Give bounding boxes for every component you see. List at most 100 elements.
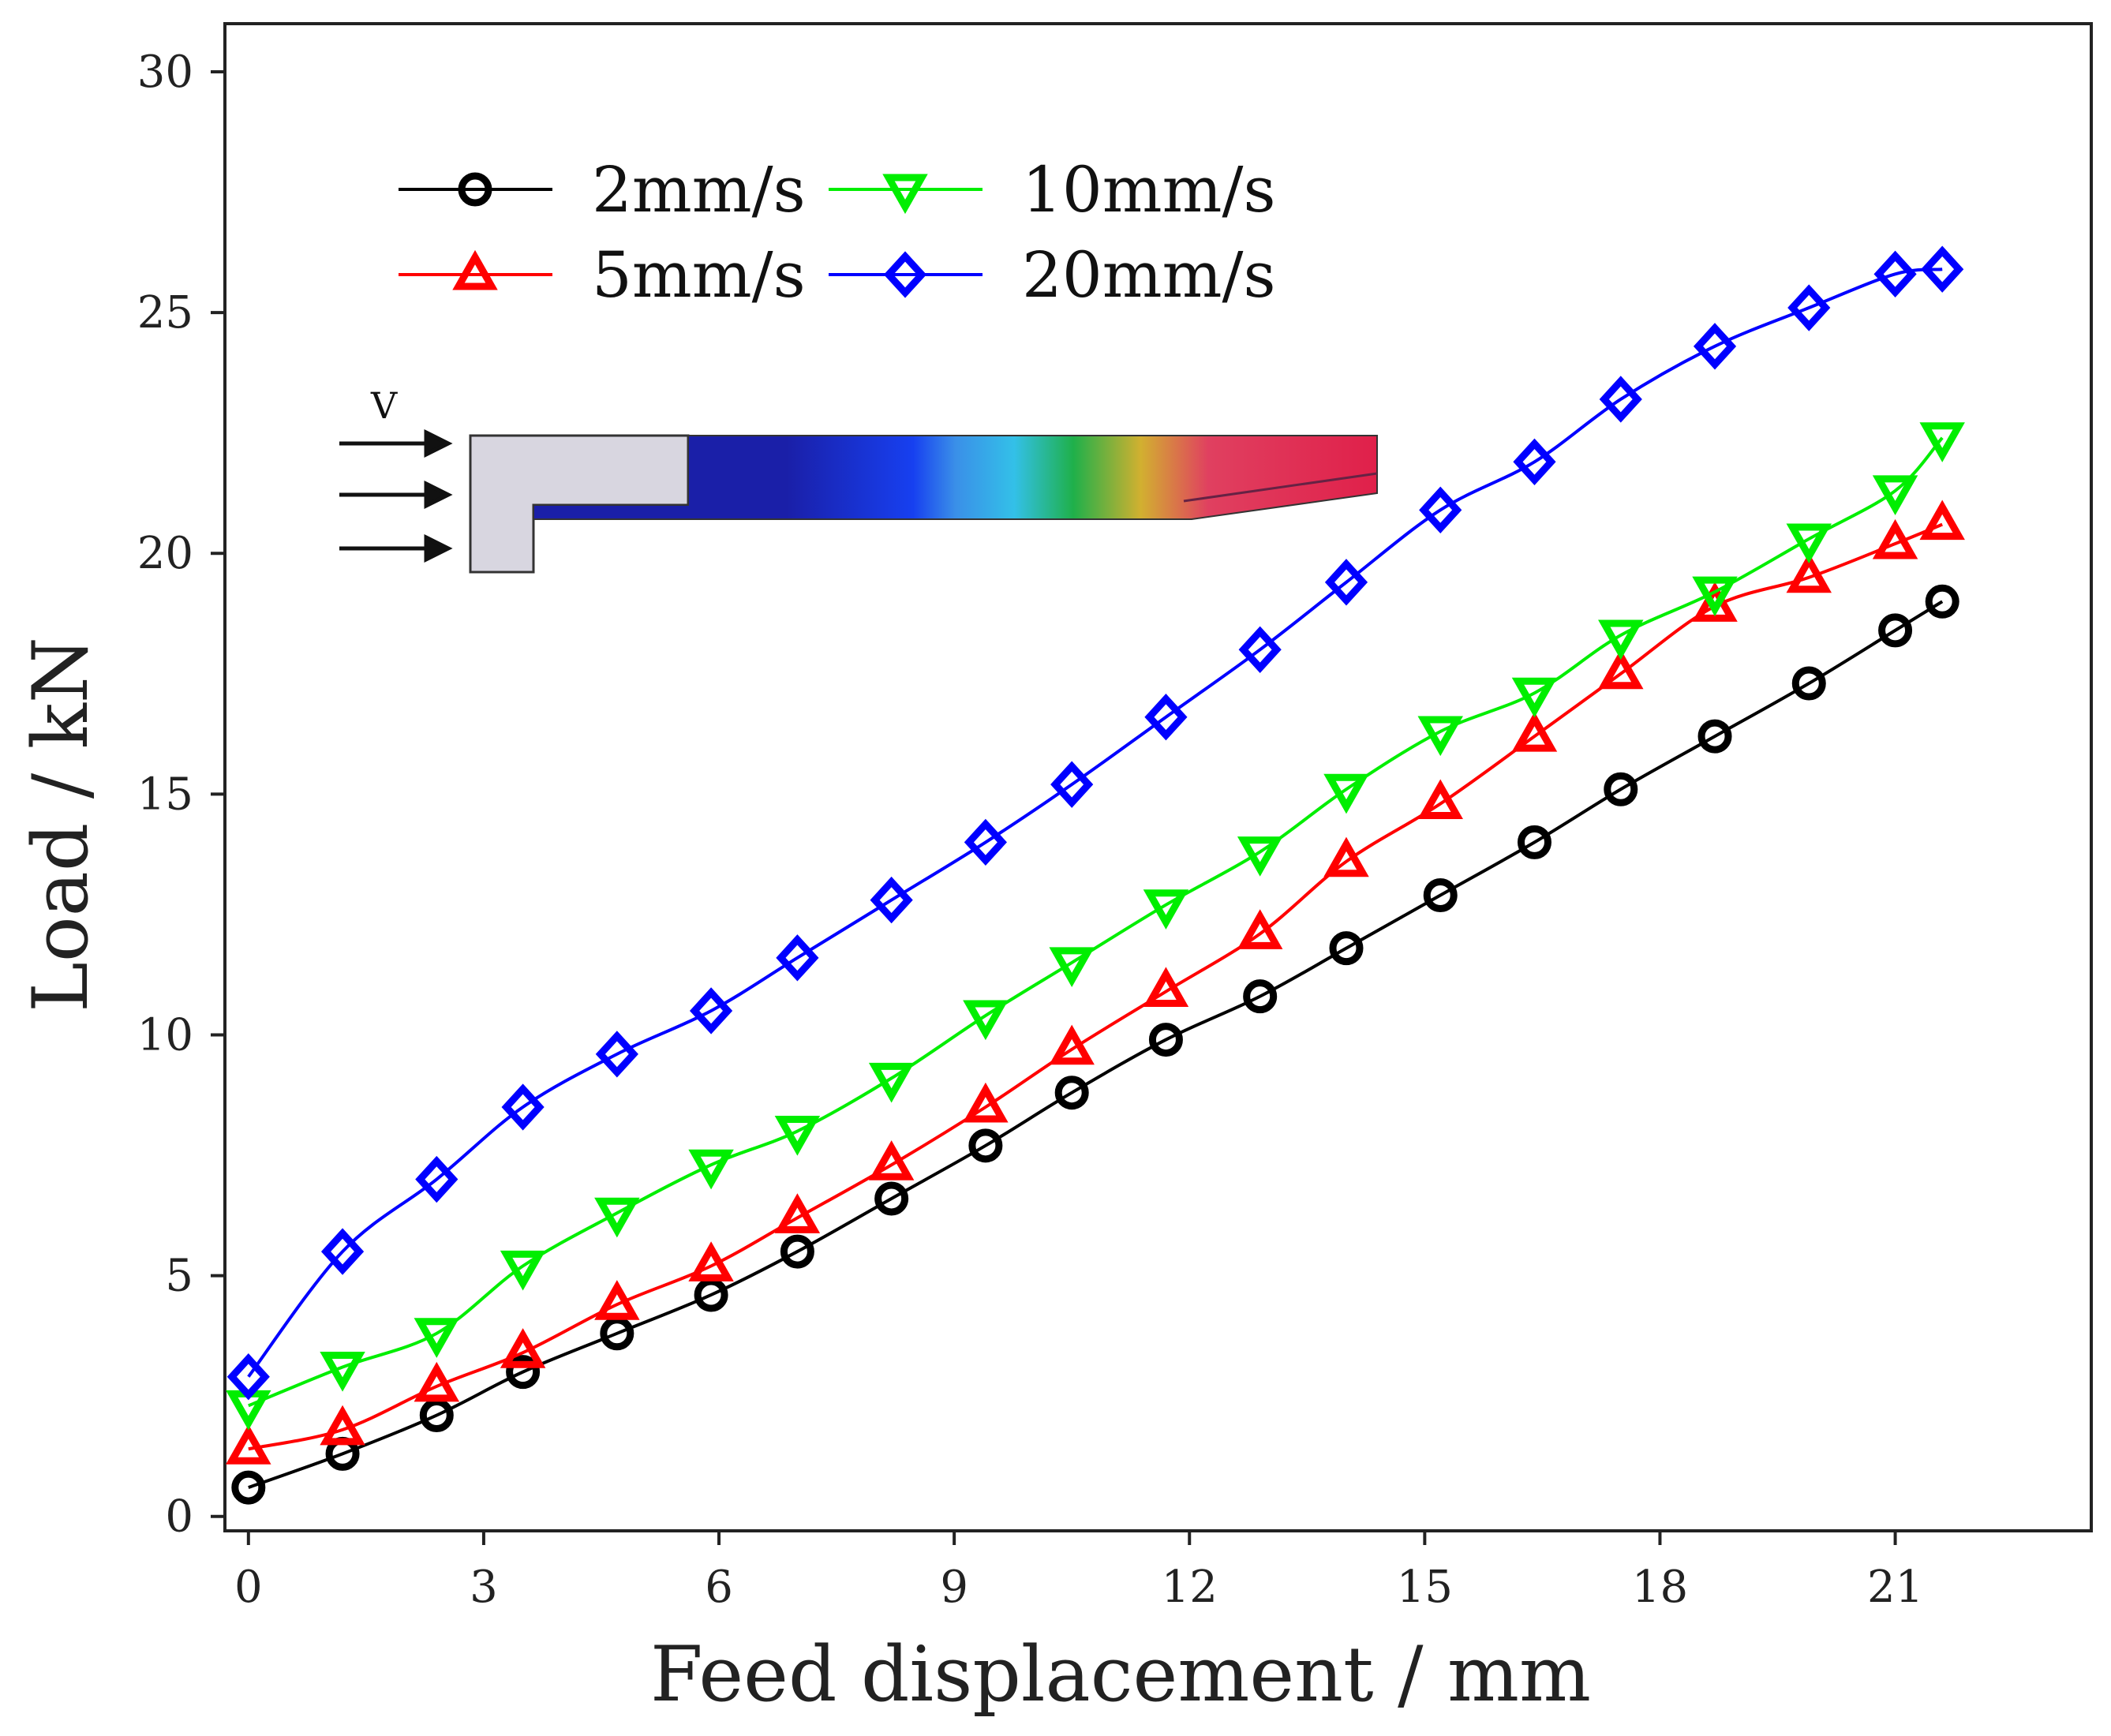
legend-item: 10mm/s xyxy=(829,153,1276,226)
inset-die xyxy=(469,434,690,574)
data-point xyxy=(414,1318,460,1358)
data-point xyxy=(964,818,1007,866)
legend-marker xyxy=(882,174,928,215)
legend-label: 2mm/s xyxy=(592,153,806,226)
legend-marker xyxy=(883,251,927,298)
x-tick-label: 9 xyxy=(940,1562,968,1613)
data-point xyxy=(1604,772,1638,806)
data-point xyxy=(688,1241,734,1281)
series-line xyxy=(248,600,1944,1489)
x-tick-label: 15 xyxy=(1397,1562,1453,1613)
data-point xyxy=(1692,576,1738,617)
legend-item: 5mm/s xyxy=(399,238,806,312)
inset-workpiece-edge xyxy=(1183,472,1378,503)
y-axis-ticks: 0 5 10 15 20 25 30 xyxy=(137,47,225,1543)
data-point xyxy=(868,1140,915,1180)
data-point xyxy=(1692,582,1738,622)
data-point xyxy=(1787,284,1831,331)
data-point xyxy=(1598,649,1644,690)
legend-label: 10mm/s xyxy=(1022,153,1276,226)
data-point xyxy=(1872,518,1918,559)
y-axis-title: Load / kN xyxy=(17,637,105,1012)
data-point xyxy=(1049,947,1095,988)
legend-marker xyxy=(458,172,492,207)
data-point xyxy=(1144,694,1188,741)
data-point xyxy=(594,1280,640,1320)
series-line xyxy=(248,522,1943,1451)
data-point xyxy=(1919,422,1965,462)
data-point xyxy=(501,1083,545,1131)
data-point xyxy=(414,1361,460,1402)
data-point xyxy=(1050,761,1094,808)
x-tick-label: 0 xyxy=(234,1562,263,1613)
y-tick-label: 30 xyxy=(137,47,193,98)
plot-frame xyxy=(223,22,2093,1532)
inset-velocity-label: V xyxy=(370,384,398,427)
data-point xyxy=(780,1234,814,1269)
data-point xyxy=(1143,889,1189,930)
data-point xyxy=(688,1149,734,1190)
data-point xyxy=(1919,499,1965,541)
data-point xyxy=(870,876,913,924)
data-point xyxy=(1238,626,1282,673)
series-line xyxy=(247,268,1943,1378)
legend-marker xyxy=(452,249,498,290)
data-point xyxy=(1237,836,1283,877)
data-point xyxy=(774,1116,821,1156)
data-point xyxy=(1511,712,1558,752)
y-tick-label: 25 xyxy=(137,287,193,339)
data-point xyxy=(776,934,819,982)
y-tick-label: 0 xyxy=(165,1491,193,1543)
data-point xyxy=(689,987,733,1034)
data-point xyxy=(1148,1023,1183,1057)
data-point xyxy=(1925,584,1959,619)
data-point xyxy=(1417,716,1463,757)
data-point xyxy=(594,1197,640,1238)
data-point xyxy=(874,1181,909,1216)
data-point xyxy=(1323,836,1369,877)
data-point xyxy=(1417,779,1463,820)
x-tick-label: 3 xyxy=(470,1562,498,1613)
data-point xyxy=(1786,523,1832,564)
data-point xyxy=(1054,1076,1089,1110)
x-axis-ticks: 0 3 6 9 12 15 18 21 xyxy=(234,1531,1923,1613)
series-line xyxy=(248,436,1944,1408)
data-point xyxy=(1324,559,1368,606)
data-point xyxy=(320,1228,365,1275)
data-point xyxy=(1786,552,1832,593)
legend: 2mm/s 5mm/s 10mm/s 20mm/s xyxy=(399,153,1276,312)
data-point xyxy=(694,1278,728,1312)
data-point xyxy=(415,1155,459,1203)
y-tick-label: 20 xyxy=(137,528,193,579)
series-2mms xyxy=(231,584,1959,1505)
y-tick-label: 5 xyxy=(165,1251,193,1302)
data-point xyxy=(1323,773,1369,814)
data-point xyxy=(1599,376,1642,423)
series-10mms xyxy=(226,422,1965,1431)
series-5mms xyxy=(226,499,1965,1465)
data-point xyxy=(506,1355,541,1390)
series-20mms xyxy=(226,245,1964,1401)
data-point xyxy=(600,1316,634,1351)
x-axis-title: Feed displacement / mm xyxy=(650,1630,1591,1719)
data-point xyxy=(320,1352,365,1392)
x-tick-label: 18 xyxy=(1632,1562,1688,1613)
data-point xyxy=(774,1193,821,1233)
data-point xyxy=(868,1062,915,1103)
legend-item: 2mm/s xyxy=(399,153,806,226)
data-point xyxy=(1791,666,1826,701)
data-point xyxy=(500,1328,546,1368)
data-point xyxy=(1049,1024,1095,1065)
data-point xyxy=(963,1082,1009,1123)
feed-arrows xyxy=(339,428,453,563)
y-tick-label: 10 xyxy=(137,1009,193,1061)
data-point xyxy=(1697,719,1732,754)
legend-label: 5mm/s xyxy=(592,238,806,312)
data-point xyxy=(1873,250,1917,297)
data-point xyxy=(1598,619,1644,660)
series-layer xyxy=(226,245,1965,1505)
data-point xyxy=(1143,967,1189,1008)
data-point xyxy=(231,1470,266,1505)
x-tick-label: 21 xyxy=(1867,1562,1923,1613)
